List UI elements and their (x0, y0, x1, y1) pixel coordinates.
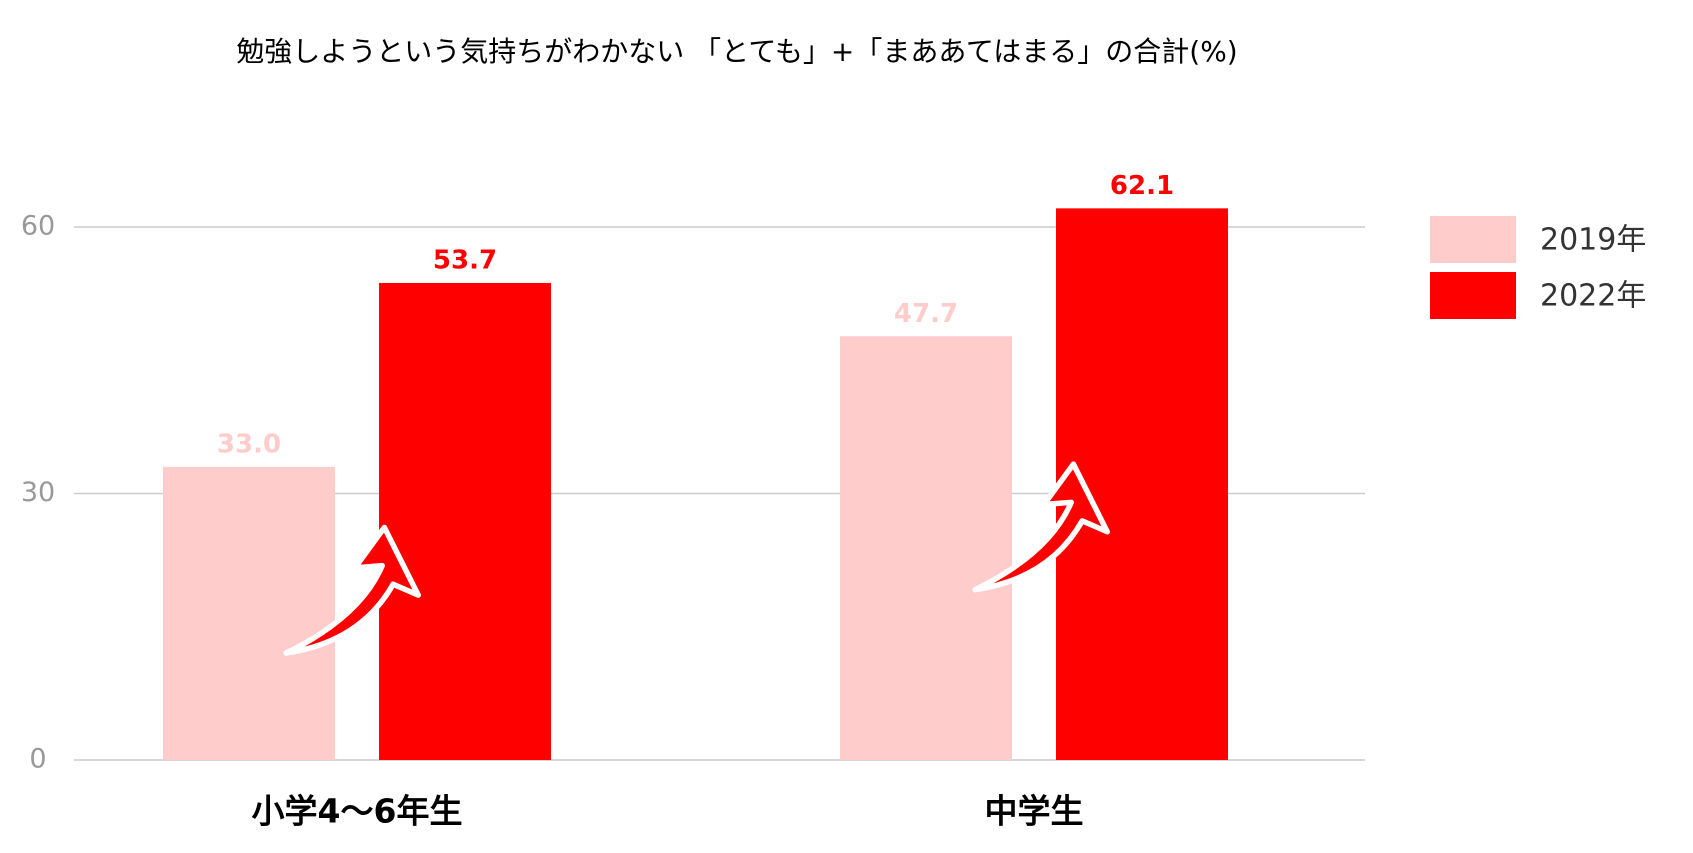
bar (379, 282, 551, 760)
arrows (283, 461, 1111, 656)
legend-swatch (1430, 272, 1516, 319)
arrow (972, 461, 1111, 593)
y-tick-label: 0 (29, 744, 46, 775)
y-tick-label: 60 (21, 211, 55, 242)
bar (840, 336, 1012, 760)
value-label: 33.0 (217, 429, 281, 459)
value-label: 53.7 (433, 245, 497, 275)
legend-swatch (1430, 216, 1516, 263)
value-label: 62.1 (1110, 171, 1174, 201)
legend-label: 2019年 (1540, 223, 1646, 258)
plot (74, 208, 1365, 761)
value-label: 47.7 (894, 299, 958, 329)
x-tick-label: 小学4〜6年生 (252, 792, 463, 831)
x-tick-label: 中学生 (985, 792, 1084, 831)
bar (163, 466, 335, 760)
arrow (283, 524, 421, 656)
chart-title: 勉強しようという気持ちがわかない 「とても」+「まああてはまる」の合計(%) (236, 35, 1237, 68)
y-tick-label: 30 (21, 477, 55, 508)
legend-label: 2022年 (1540, 279, 1646, 314)
